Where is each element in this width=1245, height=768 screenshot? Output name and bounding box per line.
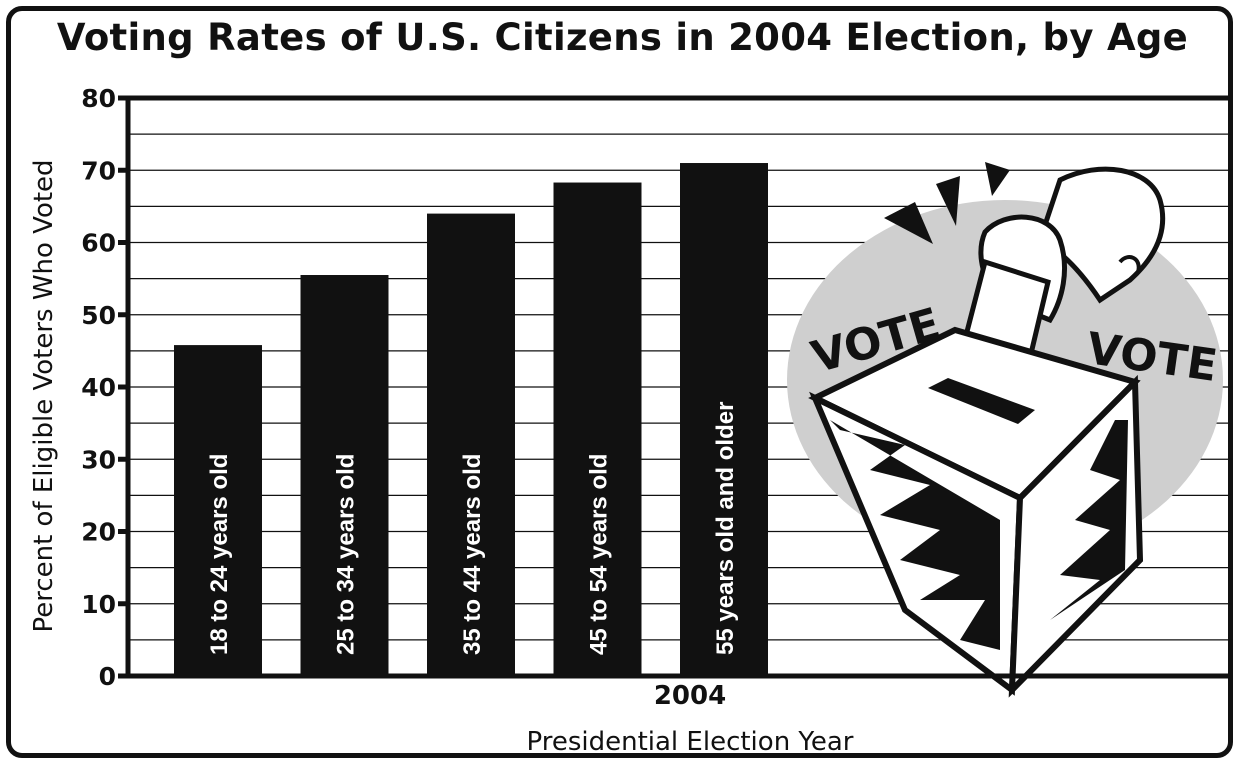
x-tick-label: 2004 [654,681,726,711]
y-tick-label: 0 [99,662,116,691]
bar [680,163,768,676]
bar [174,345,262,676]
bars: 18 to 24 years old 25 to 34 years old 35 t… [174,163,768,676]
y-tick-label: 50 [81,301,116,330]
bar-label: 25 to 34 years old [333,454,360,655]
bar [427,213,515,676]
y-tick-label: 40 [81,373,116,402]
y-tick-label: 10 [81,590,116,619]
y-tick-label: 30 [81,445,116,474]
y-tick-label: 70 [81,156,116,185]
bar-label: 35 to 44 years old [459,454,486,655]
chart-title: Voting Rates of U.S. Citizens in 2004 El… [56,16,1189,59]
y-tick-label: 80 [81,84,116,113]
bar [553,182,642,676]
x-axis-label: Presidential Election Year [527,727,854,757]
bar-label: 55 years old and older [712,402,739,655]
ballot-box-icon: VOTE VOTE [787,162,1223,698]
y-axis-ticks: 0 10 20 30 40 50 60 70 80 [81,84,128,691]
bar-label: 18 to 24 years old [206,454,233,655]
bar [300,275,389,676]
chart-frame [6,6,1233,758]
y-tick-label: 20 [81,518,116,547]
bar-label: 45 to 54 years old [586,454,613,655]
y-tick-label: 60 [81,229,116,258]
y-axis-label: Percent of Eligible Voters Who Voted [29,159,59,632]
